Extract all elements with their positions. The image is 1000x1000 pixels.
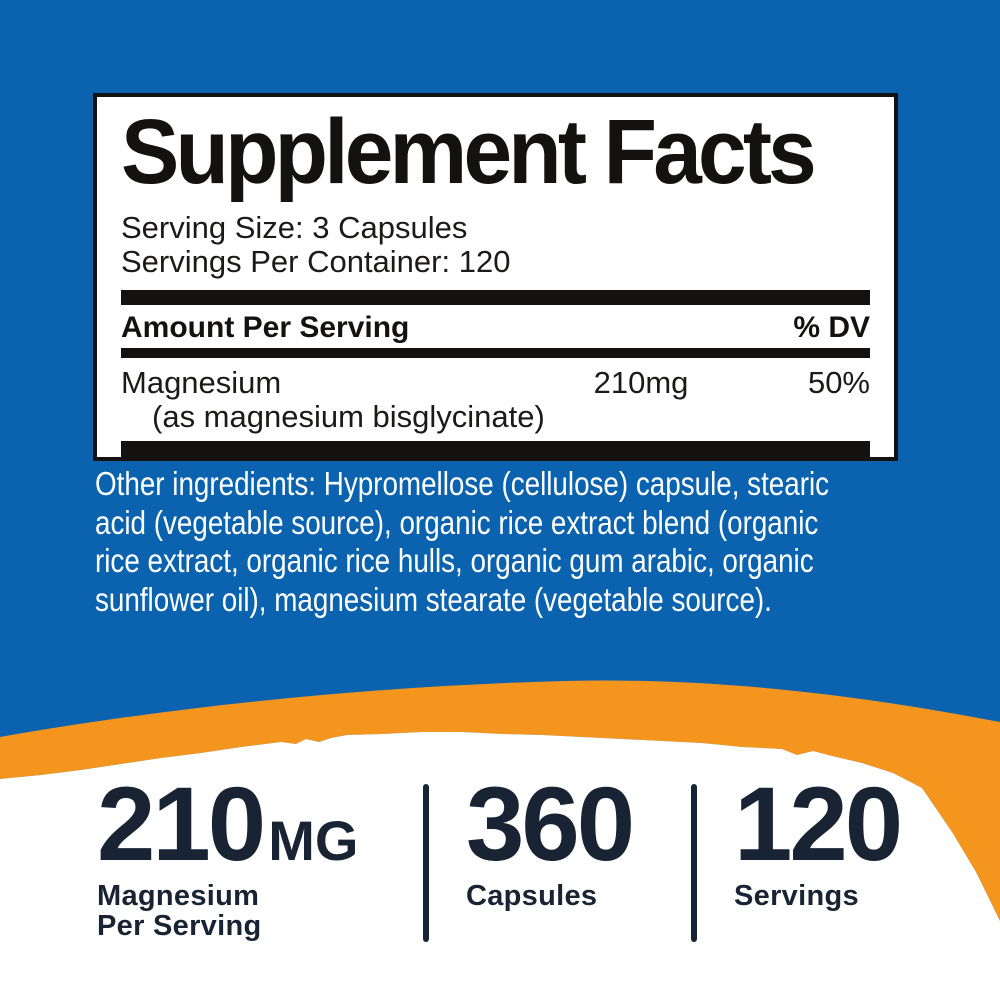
stat-value: 120 <box>734 766 903 883</box>
serving-size-text: Serving Size: 3 Capsules <box>121 210 468 245</box>
divider-bar-top <box>121 290 870 305</box>
stat-magnesium-per-serving: 210 MG Magnesium Per Serving <box>97 772 358 941</box>
percent-dv-header: % DV <box>793 311 870 344</box>
stat-value: 210 <box>97 766 266 883</box>
nutrient-source-detail: (as magnesium bisglycinate) <box>152 399 545 434</box>
stat-divider <box>691 784 697 942</box>
divider-bar-bottom <box>121 441 870 458</box>
divider-rule <box>121 348 870 358</box>
facts-header-row: Amount Per Serving % DV <box>121 310 870 346</box>
swoosh-orange-band <box>0 680 1000 921</box>
servings-per-container-text: Servings Per Container: 120 <box>121 244 511 279</box>
stat-label: Servings <box>734 880 859 912</box>
serving-info: Serving Size: 3 Capsules Servings Per Co… <box>121 211 870 279</box>
swoosh-white-area <box>0 732 1000 1000</box>
nutrient-amount: 210mg <box>593 365 689 400</box>
stat-value-210mg: 210 MG <box>97 772 358 877</box>
stat-servings: 120 Servings <box>734 766 903 912</box>
supplement-facts-panel: Supplement Facts Serving Size: 3 Capsule… <box>93 93 898 461</box>
stat-value: 360 <box>466 766 635 883</box>
other-ingredients-text: Other ingredients: Hypromellose (cellulo… <box>95 466 830 619</box>
nutrient-row-magnesium: Magnesium 210mg 50% <box>121 366 870 400</box>
orange-swoosh-graphic <box>0 680 1000 1000</box>
stat-capsules: 360 Capsules <box>466 766 635 912</box>
stat-unit: MG <box>268 809 359 872</box>
stat-value-360: 360 <box>466 766 635 883</box>
nutrient-dv: 50% <box>807 365 870 400</box>
nutrient-name: Magnesium <box>121 365 282 400</box>
supplement-facts-title: Supplement Facts <box>121 101 817 203</box>
stat-divider <box>423 784 429 942</box>
stat-value-120: 120 <box>734 766 903 883</box>
amount-per-serving-header: Amount Per Serving <box>121 311 410 344</box>
stat-label: Magnesium Per Serving <box>97 880 262 942</box>
stat-label: Capsules <box>466 880 598 912</box>
